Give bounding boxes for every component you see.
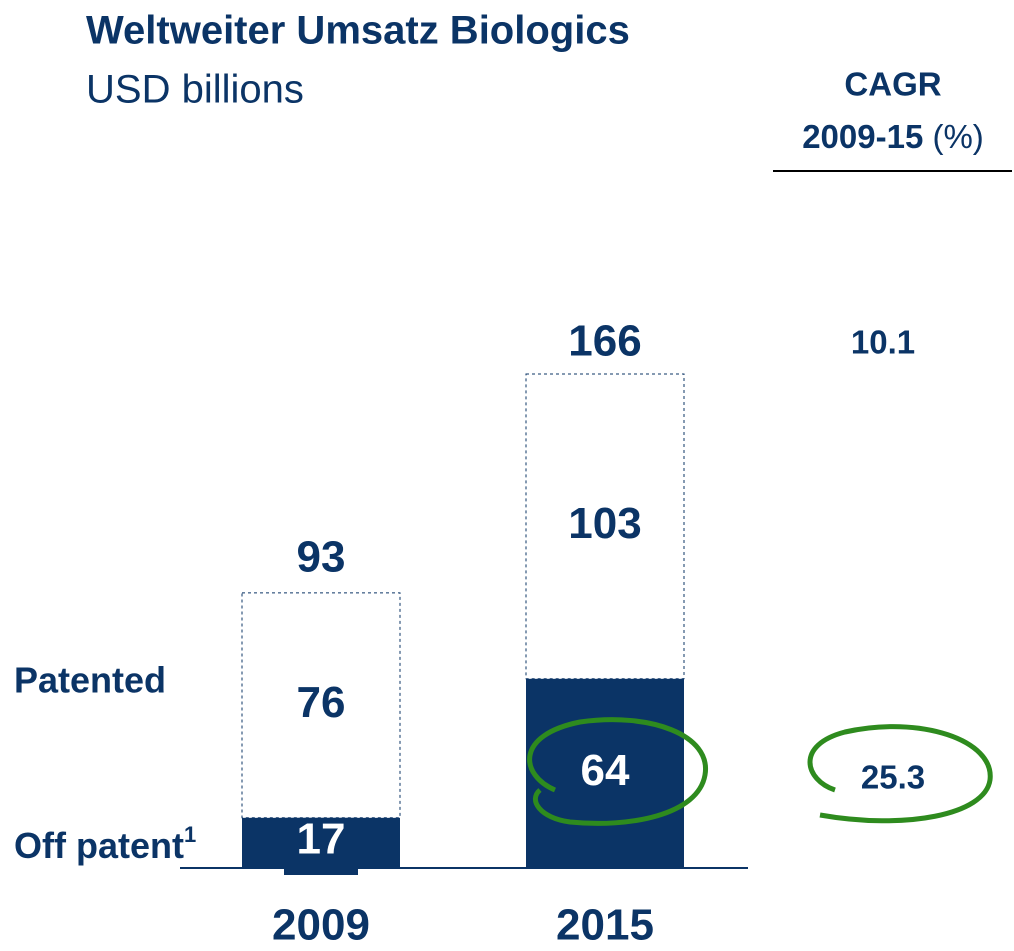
value-label: 17 <box>297 814 346 863</box>
x-tick-label: 2015 <box>556 901 654 950</box>
highlight-circle <box>527 717 708 826</box>
chart-title: Weltweiter Umsatz Biologics <box>86 9 630 53</box>
total-label: 166 <box>568 317 641 366</box>
label-box <box>284 809 358 875</box>
legend-label: Patented <box>14 660 166 701</box>
total-label: 93 <box>297 533 346 582</box>
footnote-marker: 1 <box>184 822 196 847</box>
value-label: 64 <box>581 746 630 795</box>
x-tick-label: 2009 <box>272 901 370 950</box>
bars: 17 76 93 2009 64 103 166 2015 <box>241 317 685 950</box>
legend-label-line: Off patent1 <box>14 822 196 866</box>
cagr-value: 10.1 <box>851 324 915 361</box>
cagr-title: CAGR <box>844 66 941 103</box>
cagr-period: 2009-15 <box>802 118 923 155</box>
cagr-value: 25.3 <box>861 759 925 796</box>
cagr-unit: (%) <box>932 118 983 155</box>
bar-segment <box>241 592 401 819</box>
value-label: 76 <box>297 678 346 727</box>
bar-segment <box>526 678 684 868</box>
bar-segment <box>525 373 685 680</box>
highlight-circle <box>807 724 993 824</box>
cagr-period-line: 2009-15 (%) <box>802 118 984 155</box>
value-label: 103 <box>568 499 641 548</box>
legend-label: Off patent <box>14 825 184 866</box>
chart-subtitle: USD billions <box>86 68 304 112</box>
